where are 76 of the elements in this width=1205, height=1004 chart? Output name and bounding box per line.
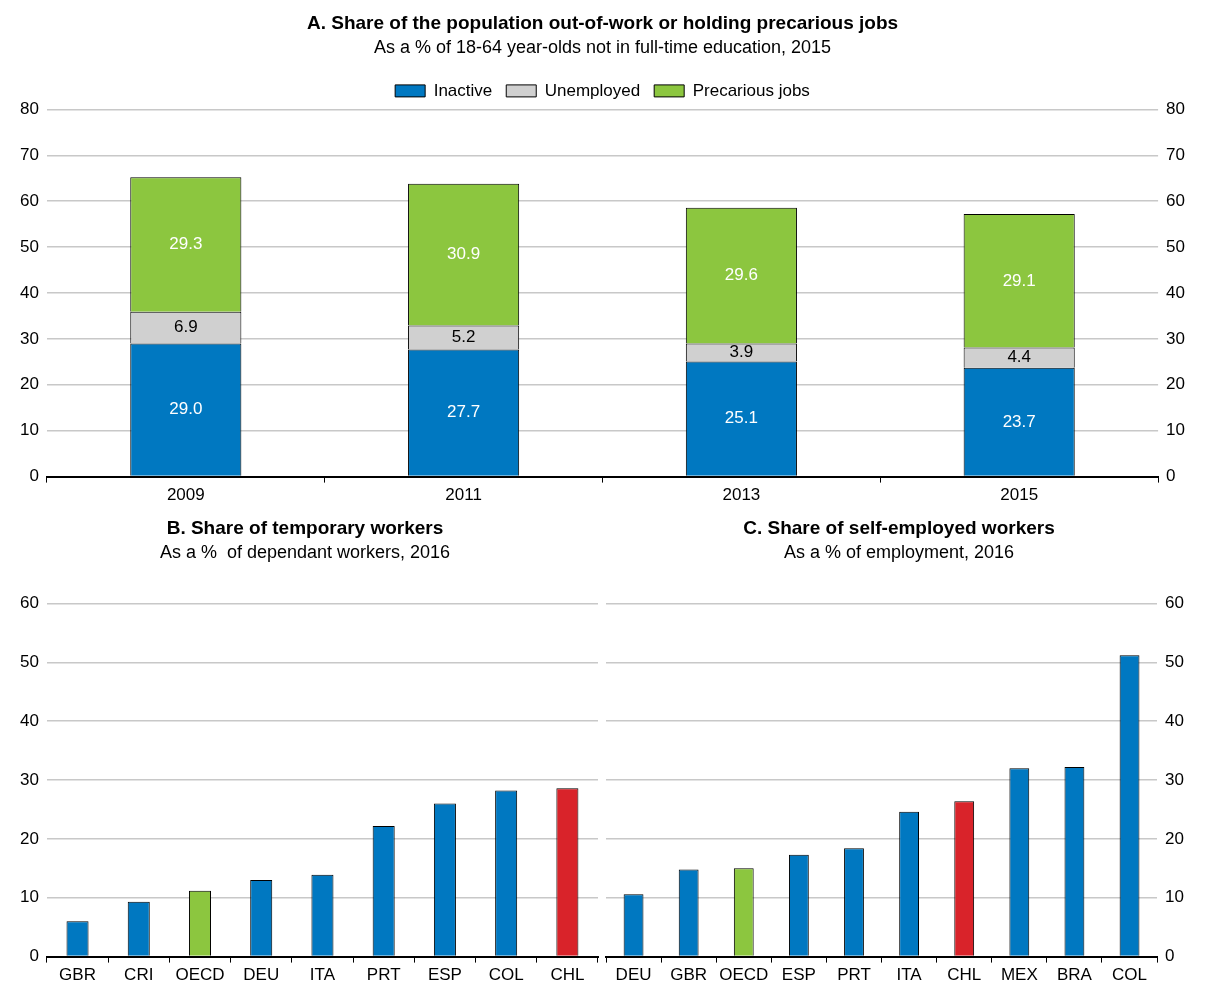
x-tick-label: COL xyxy=(1112,965,1148,985)
data-label: 30.9 xyxy=(447,244,481,264)
chart-title: B. Share of temporary workers xyxy=(166,516,444,538)
data-label: 4.4 xyxy=(1007,347,1032,367)
y-tick-label: 40 xyxy=(19,710,39,730)
data-label: 29.3 xyxy=(169,234,203,254)
y2-tick-label: 0 xyxy=(1165,946,1175,966)
y2-tick-label: 0 xyxy=(1166,466,1176,486)
data-label: 29.6 xyxy=(724,265,758,285)
y2-tick-label: 30 xyxy=(1165,769,1185,789)
y2-tick-label: 40 xyxy=(1166,282,1186,302)
x-tick-label: 2009 xyxy=(166,485,205,505)
x-tick-label: OECD xyxy=(719,965,769,985)
x-tick-label: ITA xyxy=(896,965,923,985)
y2-tick-label: 80 xyxy=(1166,99,1186,119)
y2-tick-label: 70 xyxy=(1166,144,1186,164)
x-tick-label: COL xyxy=(488,965,524,985)
y2-tick-label: 20 xyxy=(1165,828,1185,848)
x-tick-label: CHL xyxy=(550,965,585,985)
chart-subtitle: As a % of employment, 2016 xyxy=(783,541,1015,562)
x-tick-label: PRT xyxy=(837,965,871,985)
data-label: 23.7 xyxy=(1002,411,1036,431)
y-tick-label: 20 xyxy=(19,828,39,848)
y2-tick-label: 60 xyxy=(1165,593,1185,613)
data-label: 3.9 xyxy=(729,342,754,362)
x-tick-label: CRI xyxy=(124,965,154,985)
y2-tick-label: 10 xyxy=(1166,420,1186,440)
x-tick-label: GBR xyxy=(59,965,96,985)
y-tick-label: 40 xyxy=(19,282,39,302)
y2-tick-label: 50 xyxy=(1165,651,1185,671)
legend-label: Unemployed xyxy=(544,80,641,100)
y2-tick-label: 10 xyxy=(1165,887,1185,907)
x-tick-label: ESP xyxy=(427,965,462,985)
y2-tick-label: 60 xyxy=(1166,190,1186,210)
y-tick-label: 70 xyxy=(19,144,39,164)
x-tick-label: ITA xyxy=(309,965,336,985)
y-tick-label: 50 xyxy=(19,651,39,671)
y2-tick-label: 50 xyxy=(1166,236,1186,256)
y-tick-label: 50 xyxy=(19,236,39,256)
y-tick-label: 60 xyxy=(19,593,39,613)
y-tick-label: 10 xyxy=(19,887,39,907)
data-label: 29.0 xyxy=(169,399,203,419)
y-tick-label: 0 xyxy=(29,466,39,486)
chart-title: C. Share of self-employed workers xyxy=(743,516,1055,538)
x-tick-label: DEU xyxy=(615,965,652,985)
data-label: 25.1 xyxy=(724,408,758,428)
x-tick-label: OECD xyxy=(175,965,225,985)
legend-label: Precarious jobs xyxy=(692,80,810,100)
y-tick-label: 60 xyxy=(19,190,39,210)
y-tick-label: 80 xyxy=(19,99,39,119)
chart-subtitle: As a % of 18-64 year-olds not in full-time education, 2015 xyxy=(373,36,832,57)
chart-title: A. Share of the population out-of-work or holding precarious jobs xyxy=(306,11,899,33)
y-tick-label: 30 xyxy=(19,328,39,348)
x-tick-label: PRT xyxy=(366,965,401,985)
y-tick-label: 30 xyxy=(19,769,39,789)
x-tick-label: BRA xyxy=(1056,965,1093,985)
y-tick-label: 20 xyxy=(19,374,39,394)
data-label: 29.1 xyxy=(1002,270,1036,290)
data-label: 5.2 xyxy=(451,327,476,347)
x-tick-label: GBR xyxy=(670,965,708,985)
data-label: 27.7 xyxy=(447,402,481,422)
legend-label: Inactive xyxy=(433,80,493,100)
y2-tick-label: 30 xyxy=(1166,328,1186,348)
y2-tick-label: 40 xyxy=(1165,710,1185,730)
y2-tick-label: 20 xyxy=(1166,374,1186,394)
x-tick-label: 2013 xyxy=(722,485,761,505)
x-tick-label: CHL xyxy=(947,965,982,985)
y-tick-label: 10 xyxy=(19,420,39,440)
y-tick-label: 0 xyxy=(29,946,39,966)
x-tick-label: MEX xyxy=(1000,965,1038,985)
x-tick-label: 2011 xyxy=(445,485,482,505)
x-tick-label: DEU xyxy=(243,965,280,985)
chart-subtitle: As a % of dependant workers, 2016 xyxy=(159,541,451,562)
x-tick-label: 2015 xyxy=(1000,485,1039,505)
data-label: 6.9 xyxy=(173,317,198,337)
x-tick-label: ESP xyxy=(781,965,816,985)
